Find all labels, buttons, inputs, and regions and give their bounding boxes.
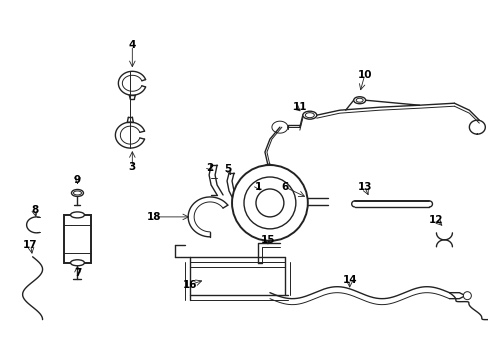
Ellipse shape xyxy=(73,191,81,195)
Text: 12: 12 xyxy=(428,215,443,225)
Text: 9: 9 xyxy=(74,175,81,185)
Ellipse shape xyxy=(71,189,83,197)
Text: 11: 11 xyxy=(292,102,306,112)
Text: 18: 18 xyxy=(147,212,161,222)
Ellipse shape xyxy=(353,97,365,104)
Text: 14: 14 xyxy=(342,275,356,285)
Text: 2: 2 xyxy=(206,163,213,173)
Text: 4: 4 xyxy=(128,40,136,50)
Bar xyxy=(63,215,91,263)
Text: 3: 3 xyxy=(128,162,136,172)
Circle shape xyxy=(232,165,307,241)
Text: 16: 16 xyxy=(183,280,197,290)
Text: 13: 13 xyxy=(357,182,371,192)
Ellipse shape xyxy=(355,98,363,102)
Text: 8: 8 xyxy=(31,205,38,215)
Ellipse shape xyxy=(302,111,316,119)
Ellipse shape xyxy=(305,113,314,118)
Circle shape xyxy=(463,292,470,300)
Ellipse shape xyxy=(70,260,84,266)
Text: 7: 7 xyxy=(74,268,81,278)
Text: 10: 10 xyxy=(357,70,371,80)
Ellipse shape xyxy=(70,212,84,218)
Circle shape xyxy=(255,189,284,217)
Text: 17: 17 xyxy=(23,240,38,250)
Text: 1: 1 xyxy=(254,182,261,192)
Text: 6: 6 xyxy=(281,182,288,192)
Text: 15: 15 xyxy=(260,235,275,245)
Text: 5: 5 xyxy=(224,164,231,174)
Circle shape xyxy=(244,177,295,229)
